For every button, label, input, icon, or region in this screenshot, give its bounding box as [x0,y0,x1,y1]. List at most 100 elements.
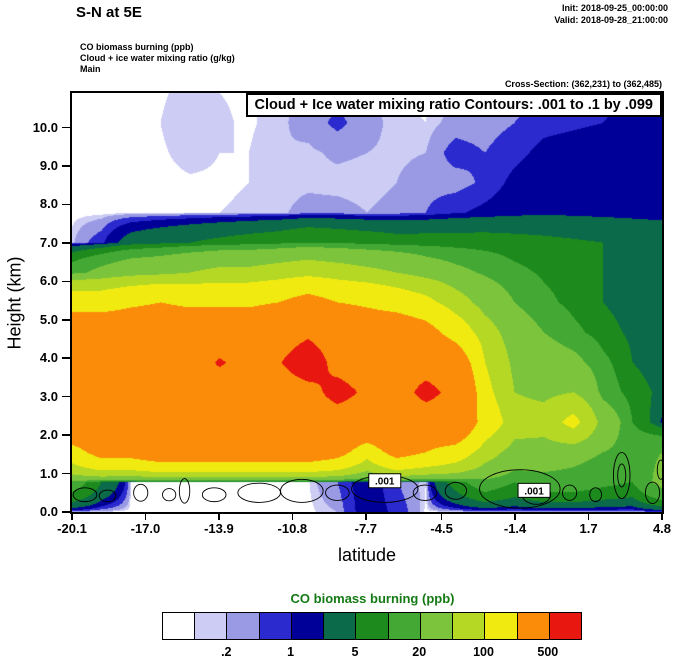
contour-label-text: .001 [375,477,395,488]
plot-area: .001 .001 Cloud + Ice water mixing ratio … [70,91,664,514]
x-tick-label: -17.0 [130,521,161,536]
field-main-label: Main [80,64,101,74]
y-tick-mark [62,511,70,513]
cloud-ice-contour [178,478,191,504]
cloud-ice-contour [562,484,578,501]
colorbar-cell [453,613,486,639]
x-tick-mark [144,514,147,520]
y-axis-title: Height (km) [4,255,25,350]
y-tick-mark [62,319,70,321]
colorbar-cell [549,613,582,639]
field-cloud-ice-label: Cloud + ice water mixing ratio (g/kg) [80,53,235,63]
colorbar-cell [420,613,454,639]
cloud-ice-contour [162,488,177,502]
cloud-ice-contour [589,487,603,503]
y-tick-mark [62,472,70,475]
x-tick-mark [661,514,663,520]
x-tick-mark [514,514,516,520]
y-axis-title-wrap: Height (km) [0,91,30,514]
colorbar-cell [485,613,518,639]
field-co-label: CO biomass burning (ppb) [80,42,194,52]
y-tick-label: 8.0 [39,196,58,212]
plot-title: S-N at 5E [76,4,142,21]
contour-label-box [368,473,402,489]
x-tick-label: 1.7 [579,521,598,536]
contour-info-banner: Cloud + Ice water mixing ratio Contours:… [245,93,662,117]
y-tick-label: 1.0 [39,465,58,481]
cloud-ice-contour [617,463,627,488]
colorbar-tick-label: 1 [287,645,295,659]
y-tick-mark [62,203,70,206]
x-tick-label: -10.8 [277,521,308,536]
colorbar-cell [324,613,357,639]
x-tick-mark [587,514,590,520]
x-axis-title: latitude [337,545,397,565]
cloud-ice-contour [479,469,561,509]
cloud-ice-contour [612,451,631,499]
cloud-ice-contour [444,481,467,500]
cloud-ice-contour [325,484,350,501]
cross-section-label: Cross-Section: (362,231) to (362,485) [504,79,662,89]
x-tick-label: -20.1 [57,521,87,536]
x-tick-mark [365,514,367,520]
colorbar-cell [356,613,389,639]
colorbar-tick-label: 500 [537,645,559,659]
colorbar-cell [195,613,228,639]
cloud-ice-contour [656,459,662,480]
x-tick-mark [440,514,443,520]
y-tick-label: 10.0 [32,119,58,135]
co-field-canvas [72,93,662,512]
colorbar [162,612,582,640]
cloud-ice-contour [201,487,227,503]
colorbar-tick-label: 20 [412,645,427,659]
field-list: CO biomass burning (ppb) Cloud + ice wat… [80,42,235,75]
colorbar-tick-label: 5 [351,645,359,659]
cloud-contour-overlay: .001 .001 [72,451,662,509]
valid-time: Valid: 2018-09-28_21:00:00 [554,15,668,25]
y-tick-mark [62,357,70,359]
y-tick-mark [62,280,70,283]
x-tick-mark [71,514,73,520]
cloud-ice-contour [412,484,438,501]
y-tick-mark [62,242,70,244]
cloud-ice-contour [280,478,324,503]
x-tick-label: -7.7 [354,521,378,536]
contour-label-box [517,482,551,498]
x-tick-mark [218,514,220,520]
y-tick-label: 5.0 [39,311,58,327]
y-tick-label: 6.0 [39,273,58,289]
cloud-ice-contour [237,482,281,503]
cloud-ice-contour [98,489,117,503]
y-tick-label: 0.0 [39,504,58,519]
y-tick-mark [62,165,70,167]
colorbar-cell [517,613,550,639]
colorbar-cell [163,613,196,639]
cloud-ice-contour [133,483,149,502]
colorbar-title: CO biomass burning (ppb) [290,591,455,606]
colorbar-cell [388,613,421,639]
y-tick-mark [62,434,70,436]
x-tick-mark [291,514,294,520]
x-tick-label: -4.5 [430,521,453,536]
colorbar-cell [259,613,292,639]
contour-label-text: .001 [524,486,544,497]
x-tick-label: -1.4 [503,521,527,536]
x-tick-label: -13.9 [204,521,234,536]
y-tick-label: 3.0 [39,388,58,404]
cloud-ice-contour [644,481,661,504]
cloud-ice-contour [72,487,98,503]
colorbar-cell [291,613,325,639]
y-tick-label: 7.0 [39,234,58,250]
y-tick-mark [62,126,70,129]
y-tick-mark [62,395,70,398]
x-tick-label: 4.8 [652,521,672,536]
y-tick-label: 4.0 [39,350,58,366]
colorbar-cell [227,613,260,639]
init-time: Init: 2018-09-25_00:00:00 [561,3,668,13]
y-tick-label: 2.0 [39,427,58,443]
colorbar-tick-label: .2 [221,645,232,659]
y-tick-label: 9.0 [39,158,58,174]
colorbar-tick-label: 100 [473,645,494,659]
init-valid-block: Init: 2018-09-25_00:00:00 Valid: 2018-09… [554,2,668,26]
